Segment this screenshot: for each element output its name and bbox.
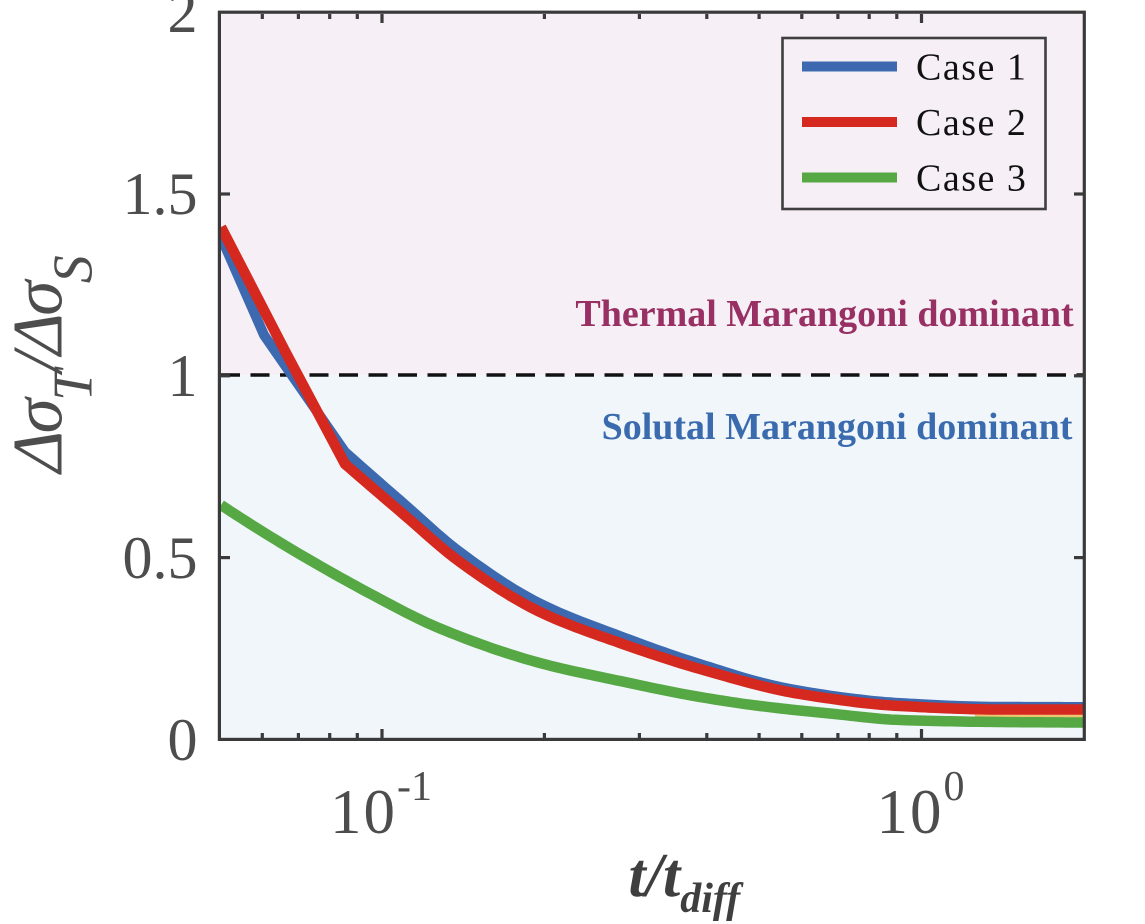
svg-text:0.5: 0.5 [123, 525, 198, 591]
svg-text:Case 1: Case 1 [916, 47, 1027, 89]
svg-text:1: 1 [168, 343, 198, 409]
svg-text:2: 2 [168, 0, 198, 45]
svg-text:0: 0 [168, 707, 198, 773]
svg-text:Solutal Marangoni dominant: Solutal Marangoni dominant [602, 406, 1073, 448]
svg-text:Thermal Marangoni dominant: Thermal Marangoni dominant [575, 293, 1074, 335]
svg-text:1.5: 1.5 [123, 161, 198, 227]
svg-text:Case 3: Case 3 [916, 158, 1027, 200]
svg-text:Case 2: Case 2 [916, 102, 1027, 144]
